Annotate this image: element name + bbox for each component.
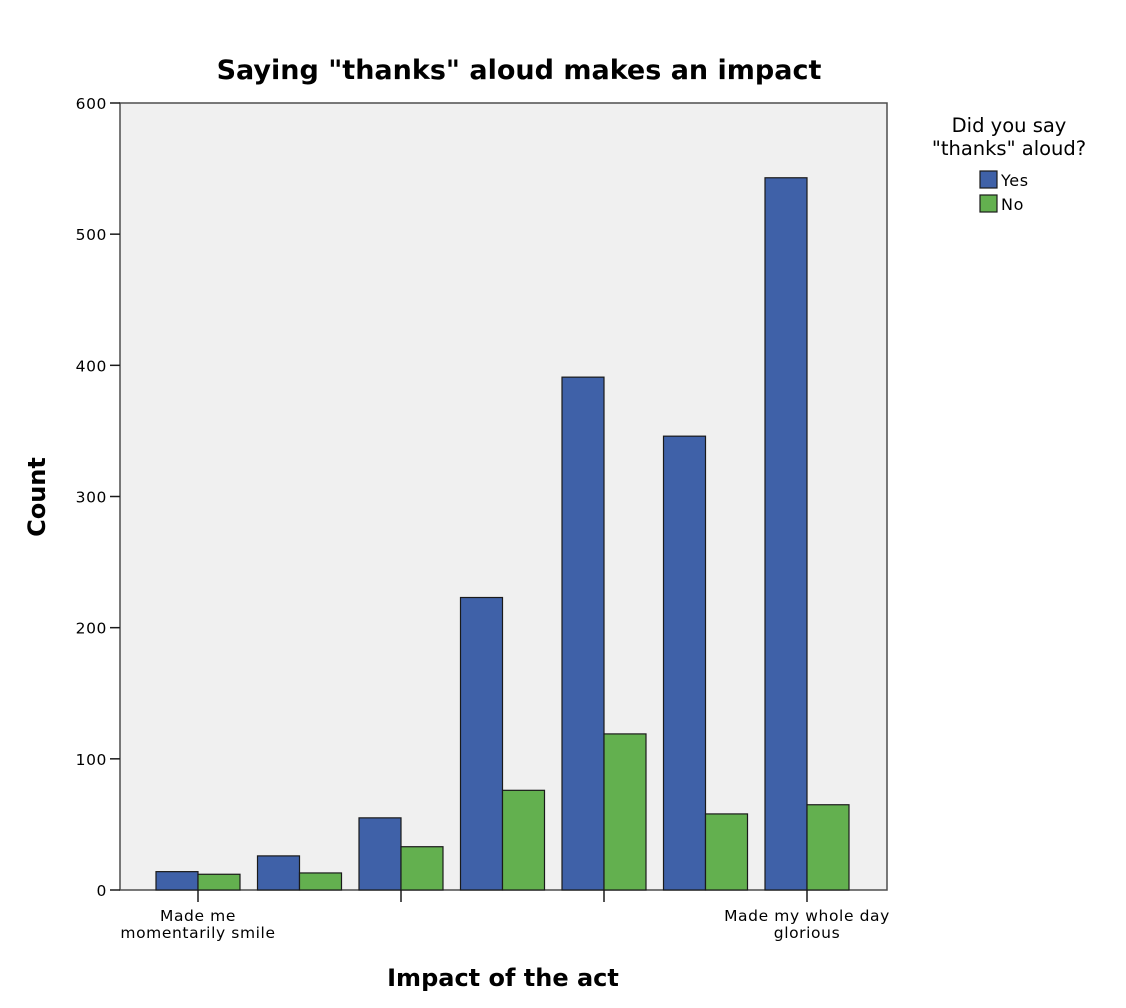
bar-yes-5 — [561, 376, 605, 891]
bar-no-7 — [806, 804, 850, 891]
legend-label-yes: Yes — [1000, 171, 1029, 190]
y-tick-label-500: 500 — [76, 226, 107, 244]
bar-yes-1 — [155, 871, 199, 891]
bar-no-5 — [603, 733, 647, 891]
bar-yes-4 — [459, 596, 504, 891]
chart-title: Saying "thanks" aloud makes an impact — [217, 55, 822, 86]
x-category-label-first-line-1: Made me — [160, 907, 236, 925]
x-category-label-last-line-1: Made my whole day — [724, 907, 890, 925]
x-axis-label: Impact of the act — [387, 964, 619, 992]
y-tick-label-600: 600 — [76, 95, 107, 113]
bar-yes-7 — [764, 177, 808, 891]
y-tick-label-400: 400 — [76, 357, 107, 375]
legend: Did you say "thanks" aloud? Yes No — [932, 114, 1086, 214]
bar-no-3 — [400, 846, 444, 891]
legend-title-line-2: "thanks" aloud? — [932, 137, 1086, 160]
legend-label-no: No — [1001, 195, 1024, 214]
legend-title-line-1: Did you say — [952, 114, 1067, 137]
y-axis-label: Count — [23, 457, 51, 537]
bar-no-2 — [298, 872, 343, 891]
bar-no-6 — [704, 813, 749, 891]
legend-swatch-no — [979, 194, 998, 213]
legend-swatch-yes — [979, 170, 998, 189]
y-tick-label-100: 100 — [76, 751, 107, 769]
bar-yes-3 — [358, 817, 402, 891]
plot-area — [119, 102, 888, 891]
y-tick-label-300: 300 — [76, 489, 107, 507]
y-tick-label-0: 0 — [97, 882, 107, 900]
bar-yes-6 — [662, 435, 707, 891]
bar-no-4 — [501, 789, 546, 891]
legend-items: Yes No — [979, 170, 1029, 214]
x-category-label-last-line-2: glorious — [774, 924, 841, 942]
bar-yes-2 — [256, 855, 301, 891]
y-axis: 0 100 200 300 400 500 600 — [76, 95, 120, 900]
y-tick-label-200: 200 — [76, 620, 107, 638]
bar-no-1 — [197, 873, 241, 891]
bars-group — [155, 177, 850, 891]
x-category-label-first-line-2: momentarily smile — [120, 924, 275, 942]
